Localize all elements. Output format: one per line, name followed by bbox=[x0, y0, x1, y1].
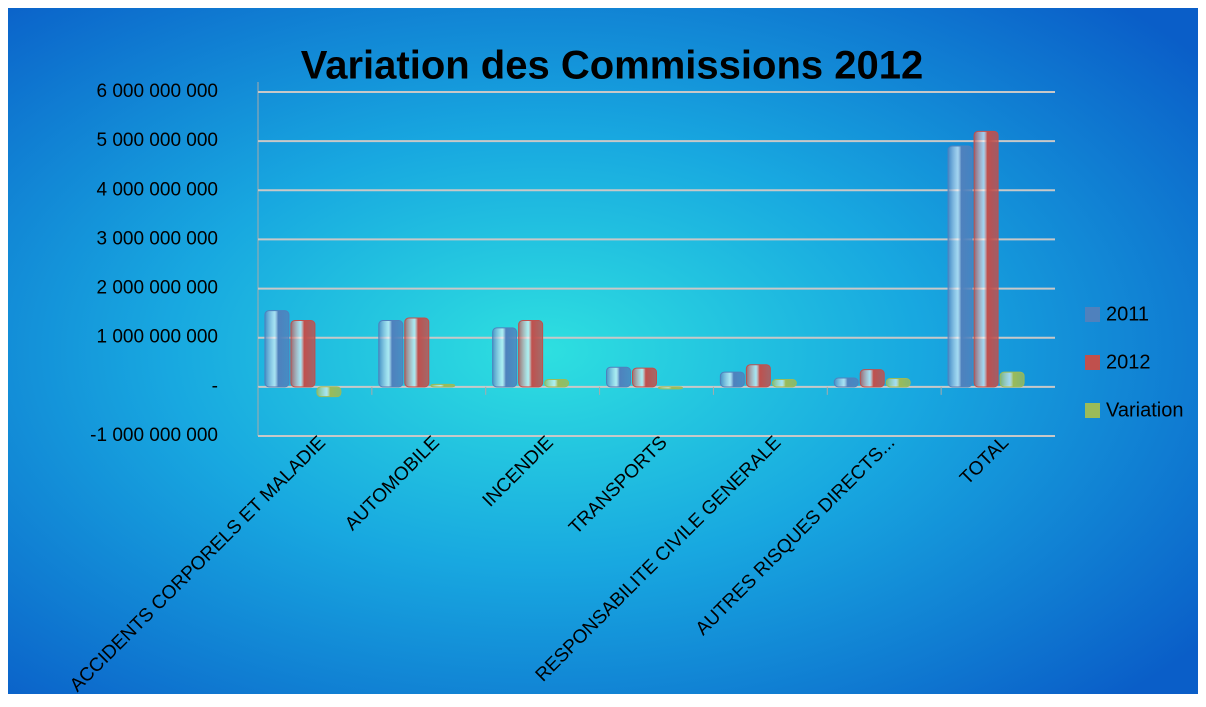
bar bbox=[745, 364, 771, 388]
legend-swatch bbox=[1085, 307, 1100, 322]
bar bbox=[378, 320, 404, 388]
chart-title: Variation des Commissions 2012 bbox=[301, 44, 923, 88]
y-tick-label: 2 000 000 000 bbox=[96, 278, 218, 299]
bar bbox=[719, 371, 745, 388]
bar bbox=[632, 367, 657, 388]
y-tick-label: - bbox=[212, 376, 218, 397]
legend-swatch bbox=[1085, 403, 1100, 418]
y-tick-label: 6 000 000 000 bbox=[96, 81, 218, 102]
legend-swatch bbox=[1085, 355, 1100, 370]
y-tick-label: -1 000 000 000 bbox=[90, 425, 218, 446]
bar bbox=[885, 378, 911, 388]
bar bbox=[771, 378, 797, 388]
bar bbox=[404, 317, 430, 388]
bar bbox=[518, 320, 544, 388]
legend-label: 2012 bbox=[1106, 351, 1151, 373]
y-tick-label: 1 000 000 000 bbox=[96, 327, 218, 348]
bar bbox=[264, 310, 290, 388]
bar bbox=[290, 320, 316, 388]
y-tick-label: 3 000 000 000 bbox=[96, 228, 218, 249]
bar bbox=[544, 378, 570, 388]
bar bbox=[492, 327, 518, 388]
y-tick-label: 5 000 000 000 bbox=[96, 130, 218, 151]
y-tick-label: 4 000 000 000 bbox=[96, 179, 218, 200]
legend-label: 2011 bbox=[1106, 303, 1149, 325]
legend-label: Variation bbox=[1106, 399, 1183, 421]
bar bbox=[859, 369, 885, 388]
bar bbox=[316, 386, 342, 398]
bar bbox=[973, 130, 999, 388]
bar bbox=[606, 366, 631, 388]
bar bbox=[947, 145, 973, 388]
bar bbox=[999, 371, 1025, 388]
bar bbox=[658, 386, 683, 390]
background bbox=[8, 8, 1198, 694]
bar bbox=[430, 383, 456, 388]
bar bbox=[833, 377, 859, 388]
